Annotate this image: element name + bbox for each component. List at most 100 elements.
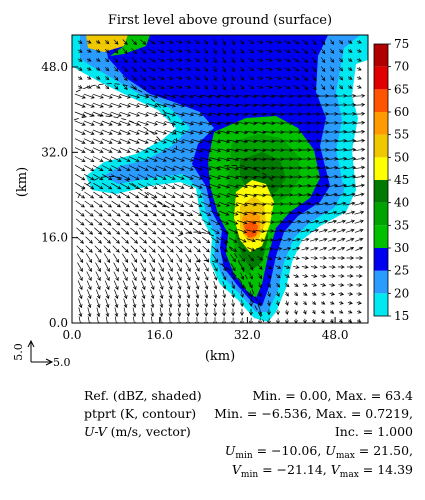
wind-vector xyxy=(147,209,157,217)
wind-vector xyxy=(113,75,119,81)
wind-vector xyxy=(265,247,274,251)
wind-vector xyxy=(293,274,300,278)
wind-vector xyxy=(92,111,104,117)
wind-vector xyxy=(231,317,235,323)
wind-vector xyxy=(77,289,83,300)
wind-vector xyxy=(200,130,213,135)
wind-vector xyxy=(138,191,149,199)
wind-vector xyxy=(164,183,176,189)
wind-vector xyxy=(263,166,276,171)
wind-vector xyxy=(148,75,156,81)
wind-vector xyxy=(213,57,217,64)
wind-vector xyxy=(283,58,291,62)
wind-vector xyxy=(156,200,167,208)
wind-vector xyxy=(263,193,276,198)
wind-vector xyxy=(128,120,140,126)
wind-vector xyxy=(258,273,262,280)
wind-vector xyxy=(200,139,213,144)
wind-vector xyxy=(337,265,345,269)
wind-vector xyxy=(236,157,249,162)
wind-vector xyxy=(165,209,176,217)
wind-vector xyxy=(146,103,159,108)
wind-vector xyxy=(354,228,364,233)
wind-vector xyxy=(122,262,128,273)
wind-vector xyxy=(95,85,101,89)
wind-vector xyxy=(227,139,240,144)
wind-vector xyxy=(227,175,240,180)
wind-vector xyxy=(248,263,254,271)
wind-vector xyxy=(345,210,356,215)
wind-vector xyxy=(254,220,266,225)
wind-vector xyxy=(166,76,174,80)
wind-vector xyxy=(311,75,317,82)
wind-vector xyxy=(164,174,176,180)
wind-vector xyxy=(227,157,240,162)
wind-vector xyxy=(75,164,86,172)
wind-vector xyxy=(101,129,113,135)
wind-vector xyxy=(267,309,271,316)
v-max-sub: max xyxy=(339,470,359,480)
wind-vector xyxy=(173,138,185,144)
u-max-value: = 21.50, xyxy=(354,443,413,458)
wind-vector xyxy=(130,227,139,235)
wind-vector xyxy=(186,280,191,290)
wind-vector xyxy=(283,67,291,71)
wind-vector xyxy=(311,283,318,287)
wind-vector xyxy=(121,245,129,253)
wind-vector xyxy=(113,48,119,54)
wind-vector xyxy=(195,298,200,308)
wind-vector xyxy=(310,246,319,251)
wind-vector xyxy=(258,282,262,289)
wind-vector xyxy=(272,112,285,117)
wind-vector xyxy=(164,129,176,135)
wind-vector xyxy=(222,272,227,281)
wind-vector xyxy=(182,156,194,162)
wind-vector xyxy=(263,112,276,117)
wind-vector xyxy=(131,39,138,46)
wind-vector xyxy=(132,307,137,318)
wind-vector xyxy=(308,156,321,161)
wind-vector xyxy=(318,201,329,206)
wind-vector xyxy=(354,201,365,206)
wind-vector xyxy=(302,84,309,90)
wind-vector xyxy=(111,200,122,208)
wind-vector xyxy=(219,219,230,225)
colorbar-swatch xyxy=(374,134,388,158)
wind-vector xyxy=(102,209,112,217)
wind-vector xyxy=(193,236,202,244)
wind-vector xyxy=(204,84,209,90)
ptprt-contour xyxy=(215,165,275,183)
wind-vector xyxy=(102,191,113,199)
wind-vector xyxy=(222,56,226,64)
wind-vector xyxy=(110,102,122,108)
wind-vector xyxy=(283,76,291,80)
wind-vector xyxy=(258,300,262,307)
wind-vector xyxy=(86,262,92,273)
wind-vector xyxy=(222,299,227,308)
wind-vector xyxy=(137,165,149,171)
wind-vector xyxy=(182,183,194,189)
wind-vector xyxy=(274,246,283,251)
colorbar-tick-label: 15 xyxy=(394,309,409,323)
wind-vector xyxy=(317,147,330,152)
wind-vector xyxy=(257,255,264,261)
wind-vector xyxy=(220,246,228,253)
wind-vector xyxy=(200,174,212,180)
wind-vector xyxy=(191,165,203,171)
wind-vector xyxy=(239,39,245,45)
wind-vector xyxy=(86,253,93,264)
wind-vector xyxy=(83,93,95,99)
wind-vector xyxy=(338,274,345,278)
wind-vector xyxy=(292,39,300,45)
wind-vector xyxy=(93,218,103,226)
wind-vector xyxy=(355,237,364,242)
wind-vector xyxy=(283,85,291,89)
wind-vector xyxy=(265,256,273,260)
wind-vector xyxy=(191,201,203,207)
wind-vector xyxy=(345,219,356,224)
wind-vector xyxy=(291,219,302,224)
ptprt-field-label: ptprt (K, contour) xyxy=(84,406,197,421)
wind-vector xyxy=(339,66,344,72)
wind-vector xyxy=(338,300,344,305)
wind-vector xyxy=(231,299,235,308)
